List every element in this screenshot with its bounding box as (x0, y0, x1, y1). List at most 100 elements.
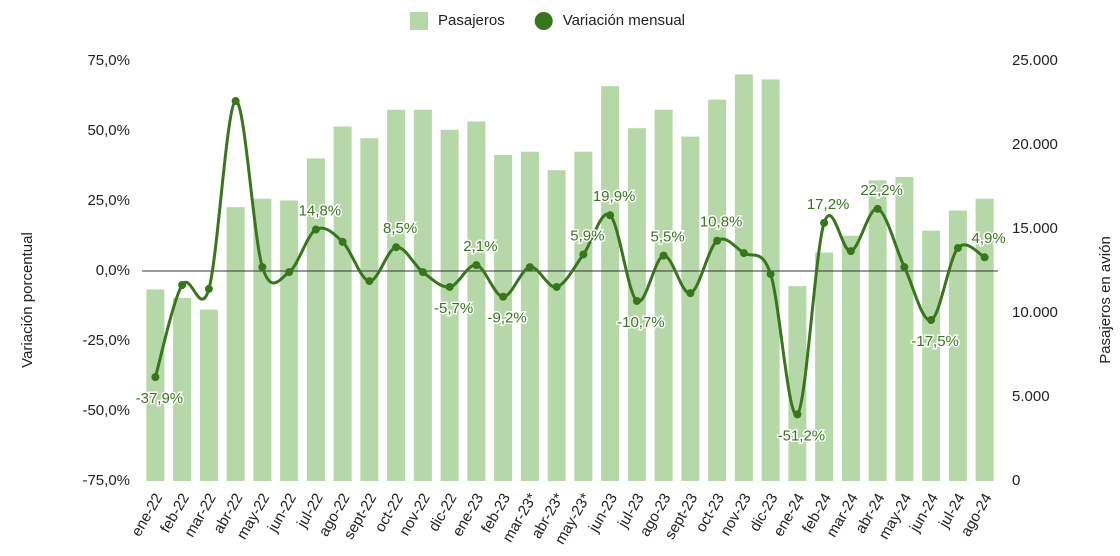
legend-label: Variación mensual (563, 12, 685, 29)
bar (895, 176, 914, 482)
bar (173, 297, 192, 481)
legend-label: Pasajeros (438, 12, 505, 29)
x-tick-label: ene-22 (128, 490, 166, 539)
bar (280, 200, 299, 481)
bar (387, 109, 406, 481)
bar (306, 158, 325, 481)
data-label: -9,2% (488, 310, 527, 327)
y-axis-title: Variación porcentual (19, 232, 36, 368)
data-label: 5,9% (570, 227, 604, 244)
data-label: -10,7% (617, 314, 665, 331)
y-tick-label: 50,0% (87, 122, 130, 139)
y-tick-label: 75,0% (87, 52, 130, 69)
bar (574, 151, 593, 481)
bar (654, 109, 673, 481)
bar (333, 126, 352, 482)
bar (868, 180, 887, 481)
legend-swatch (410, 12, 428, 30)
line-point (231, 97, 240, 106)
line-point (204, 284, 213, 293)
data-label: 2,1% (463, 238, 497, 255)
bar (681, 136, 700, 481)
line-point (552, 282, 561, 291)
line-point (793, 410, 802, 419)
bar (547, 170, 566, 481)
bar (975, 198, 994, 481)
line-point (739, 249, 748, 258)
data-label: -37,9% (136, 390, 184, 407)
y-tick-label: -25,0% (82, 332, 130, 349)
y-tick-label: -75,0% (82, 472, 130, 489)
bar (467, 121, 486, 481)
y2-tick-label: 10.000 (1012, 304, 1058, 321)
line (153, 99, 986, 416)
data-label: -17,5% (911, 333, 959, 350)
bar (815, 252, 834, 481)
y-tick-label: 0,0% (96, 262, 130, 279)
data-label: 14,8% (299, 203, 342, 220)
y-tick-label: 25,0% (87, 192, 130, 209)
data-label: 17,2% (807, 196, 850, 213)
line-point (338, 237, 347, 246)
bar (494, 155, 513, 481)
bar (413, 109, 432, 481)
bar (440, 129, 459, 481)
bar (788, 286, 807, 481)
line-point (713, 236, 722, 245)
line-point (766, 270, 775, 279)
y2-tick-label: 5.000 (1012, 388, 1050, 405)
line-point (178, 281, 187, 289)
line-point (392, 243, 401, 252)
line-point (579, 250, 588, 259)
bar (841, 235, 860, 481)
bar (520, 151, 539, 481)
data-label: 5,5% (651, 229, 685, 246)
line-point (472, 261, 481, 270)
line-point (418, 268, 427, 277)
line-point (365, 277, 374, 286)
y2-tick-label: 25.000 (1012, 52, 1058, 69)
line-point (151, 373, 160, 382)
y2-tick-label: 0 (1012, 472, 1020, 489)
line-point (873, 204, 882, 213)
bar (734, 74, 753, 481)
line-point (258, 263, 267, 272)
line-point (525, 263, 534, 272)
line-point (953, 244, 962, 253)
line-point (927, 316, 936, 324)
line-point (499, 292, 508, 301)
bar (948, 210, 967, 481)
line-point (311, 225, 320, 234)
bar (146, 289, 165, 481)
data-label: 10,8% (700, 214, 743, 231)
legend-swatch (534, 12, 553, 30)
line-point (606, 211, 615, 220)
data-label: 8,5% (383, 220, 417, 237)
bar (601, 86, 620, 481)
line-point (820, 218, 829, 227)
data-label: 19,9% (593, 188, 636, 205)
y2-tick-label: 20.000 (1012, 136, 1058, 153)
data-label: 22,2% (860, 182, 903, 199)
line-point (900, 263, 909, 272)
bar (199, 309, 218, 481)
line-point (980, 253, 989, 262)
line-point (285, 268, 294, 277)
y2-tick-label: 15.000 (1012, 220, 1058, 237)
line-point (445, 282, 454, 291)
y-tick-label: -50,0% (82, 402, 130, 419)
y2-axis-title: Pasajeros en avión (1097, 236, 1114, 364)
bar (922, 230, 941, 481)
data-label: -5,7% (434, 300, 473, 317)
bar (708, 99, 727, 481)
line-point (846, 247, 855, 256)
line-point (659, 251, 668, 260)
line-point (632, 296, 641, 305)
bar (761, 79, 780, 481)
bar (253, 198, 272, 481)
line-point (686, 289, 695, 298)
data-label: -51,2% (778, 427, 826, 444)
bar (226, 207, 245, 481)
data-label: 4,9% (972, 230, 1006, 247)
